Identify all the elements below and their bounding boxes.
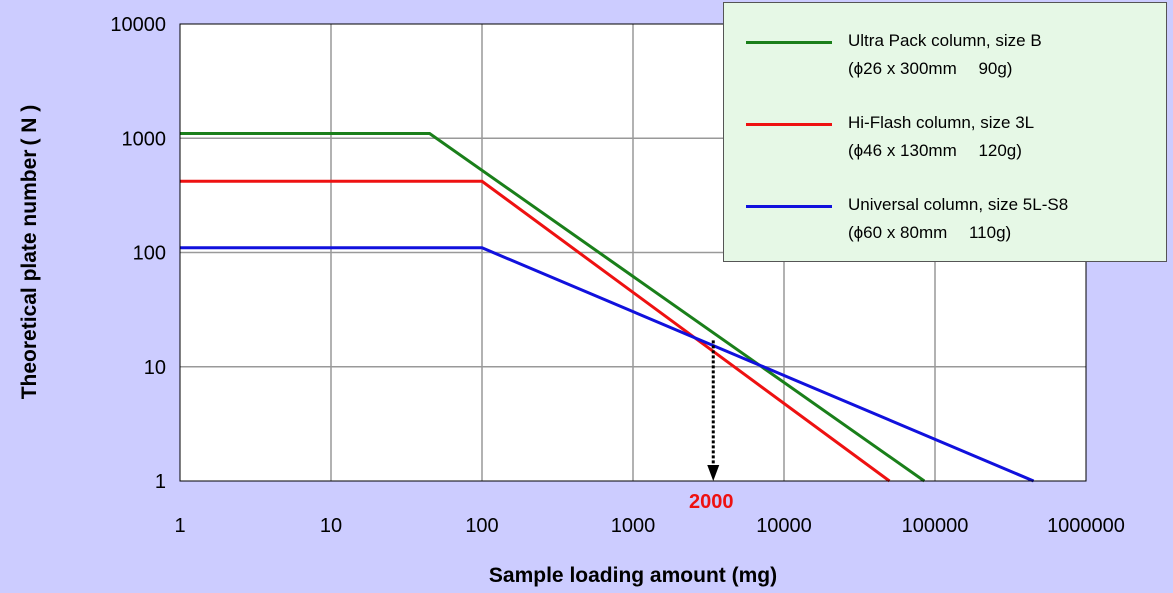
legend: Ultra Pack column, size B (ϕ26 x 300mm 9… [723,2,1167,262]
legend-spec-hi-flash: (ϕ46 x 130mm 120g) [848,141,1022,160]
x-tick-label: 100000 [902,515,969,537]
series-group [180,132,1035,483]
y-tick-label: 1000 [122,128,167,150]
y-tick-labels: 1 10 100 1000 10000 [110,14,166,493]
annotation-arrow-head [707,465,720,481]
x-tick-label: 100 [465,515,498,537]
series-line [180,246,1035,483]
x-tick-label: 1 [174,515,185,537]
series-line [180,179,891,483]
legend-item-ultra-pack: Ultra Pack column, size B (ϕ26 x 300mm 9… [746,31,1156,93]
x-tick-label: 10 [320,515,342,537]
legend-spec-universal: (ϕ60 x 80mm 110g) [848,223,1012,242]
y-tick-label: 10000 [110,14,166,36]
x-tick-label: 1000000 [1047,515,1125,537]
legend-label-universal: Universal column, size 5L-S8 [848,195,1069,214]
legend-swatch-hi-flash [746,123,832,126]
legend-item-universal: Universal column, size 5L-S8 (ϕ60 x 80mm… [746,195,1156,257]
legend-label-ultra-pack: Ultra Pack column, size B [848,31,1042,50]
x-tick-label: 10000 [756,515,812,537]
y-axis-title: Theoretical plate number ( N ) [18,105,41,400]
legend-swatch-ultra-pack [746,41,832,44]
x-tick-labels: 1 10 100 1000 10000 100000 1000000 [174,515,1125,537]
x-axis-title: Sample loading amount (mg) [489,564,777,587]
annotation-group: 2000 [689,340,734,513]
y-axis-title-symbol: ( N ) [18,105,41,146]
y-axis-title-text: Theoretical plate number [18,150,41,400]
y-tick-label: 100 [133,243,166,265]
legend-swatch-universal [746,205,832,208]
legend-label-hi-flash: Hi-Flash column, size 3L [848,113,1035,132]
legend-spec-ultra-pack: (ϕ26 x 300mm 90g) [848,59,1013,78]
x-tick-label: 1000 [611,515,656,537]
annotation-label: 2000 [689,491,734,513]
y-tick-label: 1 [155,471,166,493]
y-tick-label: 10 [144,357,166,379]
legend-item-hi-flash: Hi-Flash column, size 3L (ϕ46 x 130mm 12… [746,113,1156,175]
